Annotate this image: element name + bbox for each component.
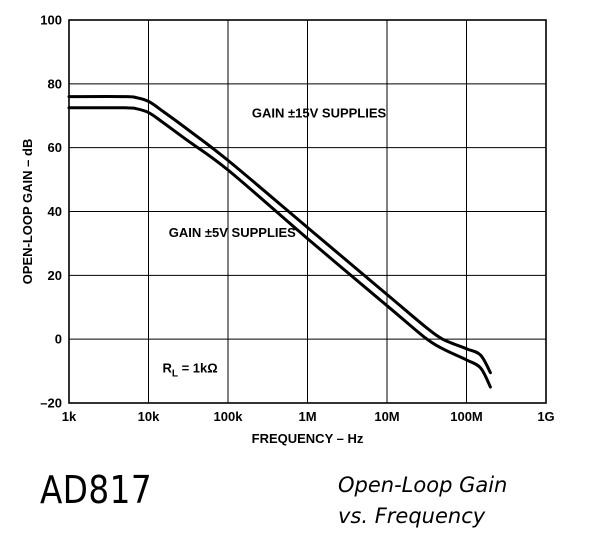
y-tick-label: 0 <box>55 332 62 347</box>
gain-curve-5v <box>67 106 492 389</box>
x-tick-label: 10M <box>374 409 399 424</box>
y-axis-title: OPEN-LOOP GAIN – dB <box>20 139 35 285</box>
x-tick-label: 1G <box>537 409 554 424</box>
x-axis-title: FREQUENCY – Hz <box>252 431 364 446</box>
gain-curve-15v <box>67 95 492 375</box>
open-loop-gain-chart: 1k 10k 100k 1M 10M 100M 1G –20 0 20 40 60 80 100 FRE… <box>20 13 555 447</box>
y-tick-label: 60 <box>48 140 62 155</box>
caption-line-1: Open-Loop Gain <box>338 473 508 497</box>
caption-line-2: vs. Frequency <box>338 504 486 528</box>
x-tick-label: 100M <box>450 409 483 424</box>
x-tick-labels: 1k 10k 100k 1M 10M 100M 1G <box>62 409 555 424</box>
x-tick-label: 100k <box>214 409 244 424</box>
annotation-15v-supplies: GAIN ±15V SUPPLIES <box>252 105 387 120</box>
y-tick-label: 20 <box>48 268 62 283</box>
curve-annotations: GAIN ±15V SUPPLIES GAIN ±5V SUPPLIES <box>169 105 387 240</box>
y-tick-label: 40 <box>48 204 62 219</box>
gain-curves <box>67 95 492 389</box>
rl-subscript: L <box>172 369 178 380</box>
grid-lines <box>68 19 547 404</box>
x-tick-label: 1k <box>62 409 77 424</box>
load-resistance-note: RL = 1kΩ <box>162 361 217 380</box>
rl-value: = 1kΩ <box>178 361 218 376</box>
part-number: AD817 <box>40 468 153 512</box>
y-tick-label: 80 <box>48 76 62 91</box>
y-tick-labels: –20 0 20 40 60 80 100 <box>40 13 62 411</box>
x-tick-label: 10k <box>138 409 160 424</box>
y-tick-label: 100 <box>40 13 62 28</box>
y-tick-label: –20 <box>40 396 62 411</box>
plot-frame <box>68 19 547 404</box>
rl-prefix: R <box>162 361 172 376</box>
annotation-5v-supplies: GAIN ±5V SUPPLIES <box>169 225 296 240</box>
x-tick-label: 1M <box>298 409 316 424</box>
figure-caption: Open-Loop Gain vs. Frequency <box>338 470 507 532</box>
